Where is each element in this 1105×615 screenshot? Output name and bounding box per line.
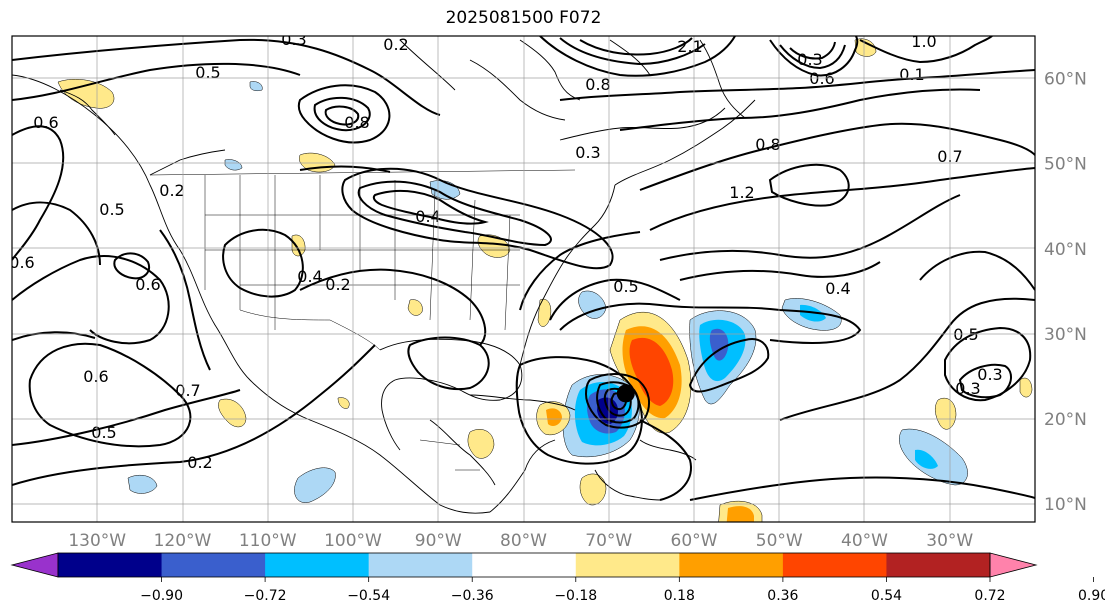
lat-label: 10°N (1044, 495, 1087, 515)
lon-label: 40°W (841, 531, 888, 551)
lat-label: 40°N (1044, 240, 1087, 260)
colorbar-segment (679, 553, 784, 577)
lon-label: 90°W (415, 531, 462, 551)
contour-label: 0.6 (83, 367, 108, 386)
lat-label: 20°N (1044, 410, 1087, 430)
contour-label: 0.3 (575, 143, 600, 162)
colorbar-segment (58, 553, 163, 577)
contour-label: 0.5 (613, 277, 638, 296)
lon-label: 70°W (585, 531, 632, 551)
lat-label: 30°N (1044, 325, 1087, 345)
colorbar-segment (472, 553, 577, 577)
colorbar-tick-label: −0.90 (140, 588, 183, 604)
contour-label: 0.3 (977, 365, 1002, 384)
colorbar-tick-label: −0.36 (451, 588, 494, 604)
colorbar-segment (886, 553, 991, 577)
contour-label: 0.8 (755, 135, 780, 154)
contour-label: 1.0 (911, 32, 936, 51)
contour-label: 0.2 (325, 275, 350, 294)
colorbar-segment (265, 553, 370, 577)
map-title: 2025081500 F072 (445, 8, 602, 28)
colorbar-tick-label: −0.18 (554, 588, 597, 604)
lon-label: 100°W (324, 531, 382, 551)
coastlines (12, 39, 756, 514)
lon-label: 120°W (154, 531, 212, 551)
contour-label: 0.5 (91, 423, 116, 442)
contour-label: 0.3 (797, 50, 822, 69)
contour-label: 0.4 (415, 207, 440, 226)
lon-label: 110°W (239, 531, 297, 551)
contour-label: 0.2 (383, 35, 408, 54)
map-border (11, 35, 1036, 523)
contour-label: 0.6 (33, 113, 58, 132)
contour-label: 0.1 (899, 65, 924, 84)
contour-label: 0.5 (99, 200, 124, 219)
contour-label: 0.6 (135, 275, 160, 294)
contour-label: 0.2 (159, 181, 184, 200)
colorbar-outline (57, 552, 991, 578)
colorbar-extend-high (989, 552, 1038, 578)
colorbar-tick-label: 0.90 (1078, 588, 1105, 604)
lon-label: 30°W (926, 531, 973, 551)
lon-label: 60°W (671, 531, 718, 551)
contour-label: 0.4 (297, 267, 322, 286)
lon-label: 50°W (756, 531, 803, 551)
colorbar-tick-label: 0.54 (871, 588, 902, 604)
contour-label: 0.3 (955, 379, 980, 398)
colorbar-extend-low (10, 552, 59, 578)
storm-center-marker (616, 384, 635, 403)
contour-label: 2.1 (677, 37, 702, 56)
colorbar-segment (575, 553, 680, 577)
contour-label: 0.6 (809, 69, 834, 88)
contour-label: 0.8 (344, 113, 369, 132)
contour-label: 1.2 (729, 183, 754, 202)
longitude-labels: 130°W 120°W 110°W 100°W 90°W 80°W 70°W 60°W 50°W… (68, 531, 973, 551)
colorbar-tick-label: −0.72 (244, 588, 287, 604)
contour-label: 0.7 (175, 381, 200, 400)
colorbar-segment (161, 553, 266, 577)
contour-label: 0.8 (585, 75, 610, 94)
map-area (12, 36, 1035, 522)
lon-label: 80°W (500, 531, 547, 551)
contour-labels: 0.3 0.2 2.1 1.00.50.80.30.6 0.10.6 0.80.70.3 0… (9, 30, 1003, 472)
contour-label: 0.3 (281, 30, 306, 49)
contour-label: 0.5 (195, 63, 220, 82)
lon-label: 130°W (68, 531, 126, 551)
colorbar-tick-label: 0.36 (767, 588, 798, 604)
contour-label: 0.5 (953, 325, 978, 344)
contour-label: 0.4 (825, 279, 850, 298)
lat-label: 50°N (1044, 155, 1087, 175)
colorbar-tick-label: 0.18 (664, 588, 695, 604)
contour-label: 0.6 (9, 253, 34, 272)
latitude-labels: 60°N 50°N 40°N 30°N 20°N 10°N (1044, 70, 1087, 516)
colorbar-segment (782, 553, 887, 577)
contour-label: 0.2 (187, 453, 212, 472)
lat-label: 60°N (1044, 70, 1087, 90)
graticule (12, 36, 1035, 522)
colorbar-segment (368, 553, 473, 577)
colorbar-tick-label: −0.54 (347, 588, 390, 604)
contour-lines (12, 36, 1035, 501)
colorbar: −0.90 −0.72 −0.54 −0.36 −0.18 0.18 0.36 0.54 0.7… (10, 552, 1105, 604)
colorbar-tick-label: 0.72 (974, 588, 1005, 604)
